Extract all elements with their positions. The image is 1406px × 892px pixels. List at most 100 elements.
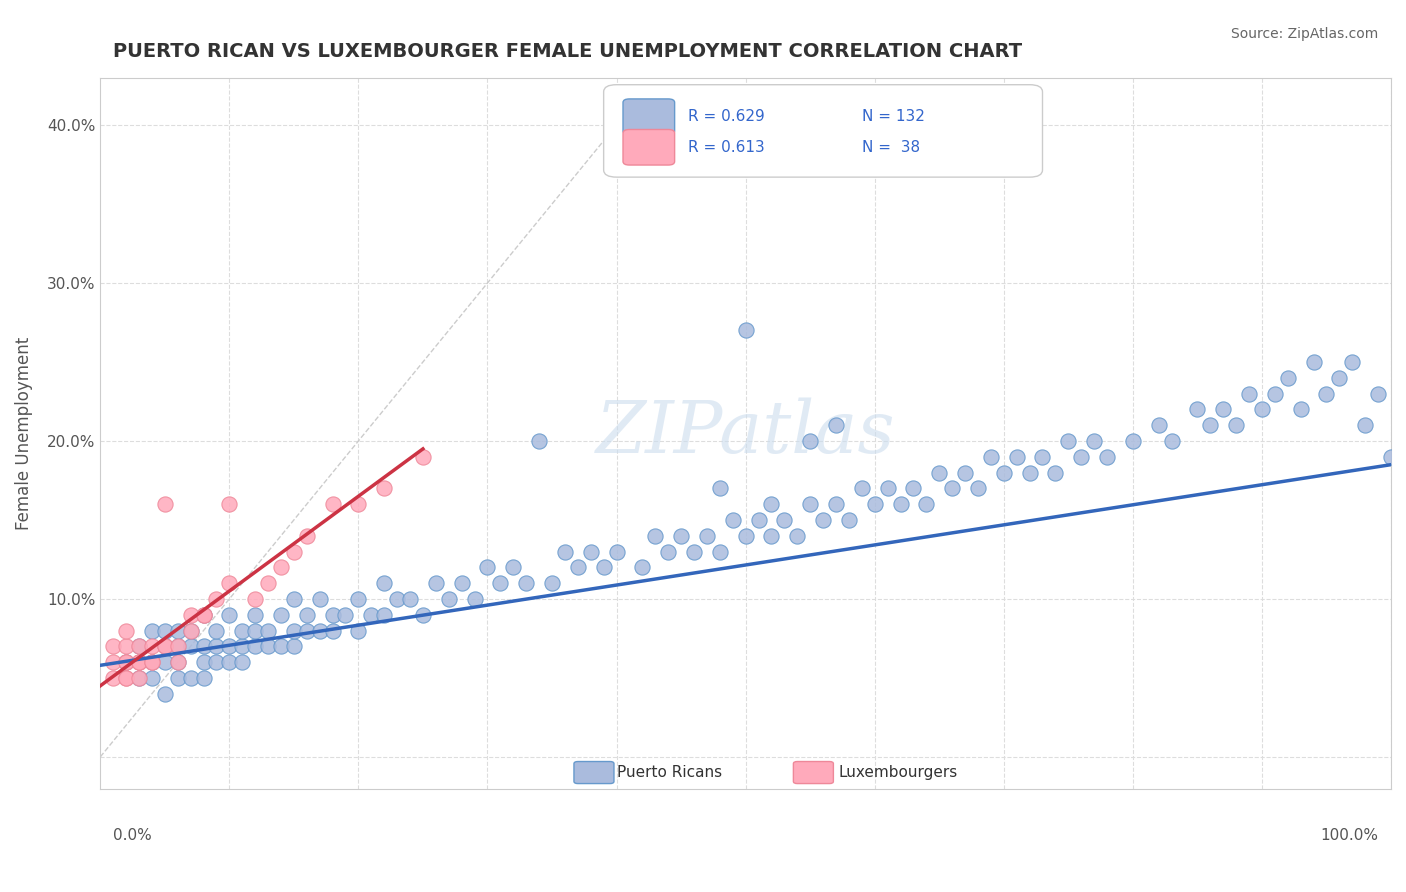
Point [193, 607, 215, 622]
Point [308, 624, 330, 638]
Point [231, 640, 253, 654]
Point [1277, 371, 1299, 385]
Point [541, 576, 564, 591]
Point [709, 481, 731, 495]
Point [180, 671, 202, 685]
Point [1251, 402, 1274, 417]
Point [399, 591, 422, 606]
Point [412, 450, 434, 464]
Point [347, 497, 370, 511]
Point [1083, 434, 1105, 448]
Point [734, 323, 756, 337]
FancyBboxPatch shape [574, 762, 614, 783]
Point [166, 640, 188, 654]
Point [903, 481, 925, 495]
Point [153, 640, 176, 654]
Point [464, 591, 486, 606]
Point [218, 640, 240, 654]
Point [373, 481, 395, 495]
Point [115, 655, 138, 669]
Point [243, 591, 266, 606]
Point [592, 560, 614, 574]
Point [721, 513, 744, 527]
Point [141, 655, 163, 669]
Point [515, 576, 537, 591]
Text: 100.0%: 100.0% [1320, 828, 1378, 843]
Point [425, 576, 447, 591]
Point [128, 655, 150, 669]
Point [166, 624, 188, 638]
Point [283, 640, 305, 654]
Point [980, 450, 1002, 464]
Point [101, 671, 124, 685]
Point [231, 624, 253, 638]
Point [876, 481, 898, 495]
Point [1122, 434, 1144, 448]
Point [915, 497, 938, 511]
Point [128, 671, 150, 685]
Point [734, 529, 756, 543]
Text: R = 0.613: R = 0.613 [688, 140, 765, 155]
Point [243, 640, 266, 654]
Text: R = 0.629: R = 0.629 [688, 109, 765, 124]
Point [1264, 386, 1286, 401]
Point [1031, 450, 1053, 464]
Point [1147, 418, 1170, 433]
Point [347, 591, 370, 606]
Point [1289, 402, 1312, 417]
Point [1005, 450, 1028, 464]
Point [153, 687, 176, 701]
Point [1070, 450, 1092, 464]
Point [1237, 386, 1260, 401]
Point [128, 640, 150, 654]
Point [115, 655, 138, 669]
Point [193, 640, 215, 654]
Point [1302, 355, 1324, 369]
Point [579, 544, 602, 558]
FancyBboxPatch shape [603, 85, 1042, 178]
Point [283, 544, 305, 558]
Point [115, 624, 138, 638]
Point [166, 655, 188, 669]
Point [295, 607, 318, 622]
Point [270, 560, 292, 574]
Point [477, 560, 499, 574]
Point [1199, 418, 1222, 433]
Point [141, 624, 163, 638]
Point [166, 655, 188, 669]
Point [180, 640, 202, 654]
Text: PUERTO RICAN VS LUXEMBOURGER FEMALE UNEMPLOYMENT CORRELATION CHART: PUERTO RICAN VS LUXEMBOURGER FEMALE UNEM… [112, 42, 1022, 61]
Point [180, 624, 202, 638]
Point [1379, 450, 1402, 464]
Point [322, 607, 344, 622]
Point [128, 655, 150, 669]
Point [283, 591, 305, 606]
Point [644, 529, 666, 543]
Point [373, 576, 395, 591]
Text: ZIPatlas: ZIPatlas [596, 398, 896, 468]
Point [295, 529, 318, 543]
Point [863, 134, 886, 148]
Point [128, 655, 150, 669]
Point [527, 434, 550, 448]
Point [115, 671, 138, 685]
Text: 0.0%: 0.0% [112, 828, 152, 843]
Point [231, 655, 253, 669]
Point [193, 655, 215, 669]
Point [257, 624, 280, 638]
Point [1057, 434, 1080, 448]
Point [1329, 371, 1351, 385]
Point [1315, 386, 1337, 401]
Text: Source: ZipAtlas.com: Source: ZipAtlas.com [1230, 27, 1378, 41]
Point [1160, 434, 1182, 448]
Point [953, 466, 976, 480]
Point [205, 591, 228, 606]
Point [218, 607, 240, 622]
Point [502, 560, 524, 574]
Point [709, 544, 731, 558]
Point [567, 560, 589, 574]
Point [889, 497, 911, 511]
Point [863, 497, 886, 511]
FancyBboxPatch shape [623, 99, 675, 135]
Point [115, 655, 138, 669]
